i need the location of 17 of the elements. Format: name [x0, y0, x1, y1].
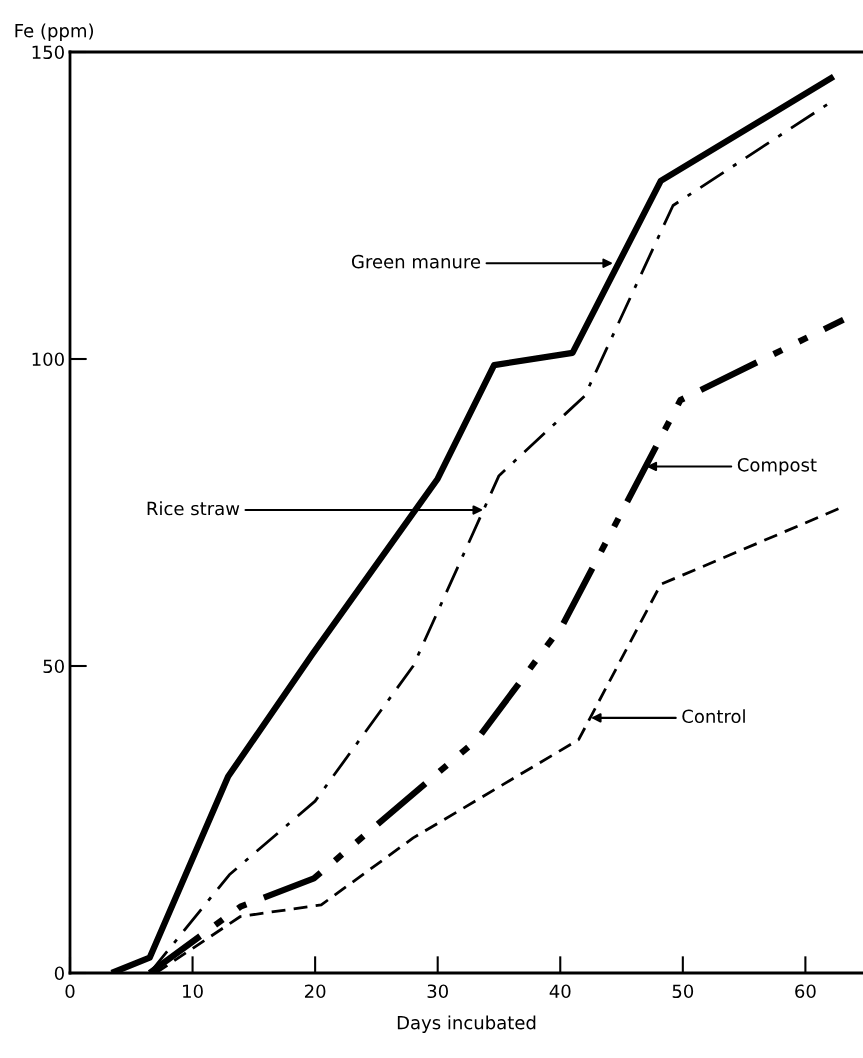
annotation: Control — [682, 709, 745, 724]
y-tick-label: 0 — [54, 966, 64, 981]
annotation: Compost — [737, 458, 817, 476]
x-tick-label: 60 — [795, 984, 816, 999]
x-tick-label: 10 — [183, 984, 203, 999]
y-tick-label: 50 — [43, 659, 64, 674]
x-tick-label: 50 — [672, 984, 694, 999]
x-tick-label: 20 — [304, 984, 326, 999]
y-axis-title: Fe (ppm) — [15, 23, 94, 41]
x-axis-title: Days incubated — [397, 1015, 536, 1033]
x-tick-label: 30 — [427, 984, 448, 999]
x-tick-label: 0 — [65, 984, 75, 999]
y-tick-label: 150 — [32, 45, 64, 60]
annotation: Green manure — [351, 254, 481, 269]
y-tick-label: 100 — [32, 352, 64, 367]
annotation: Rice straw — [147, 501, 240, 516]
x-tick-label: 40 — [549, 984, 571, 999]
